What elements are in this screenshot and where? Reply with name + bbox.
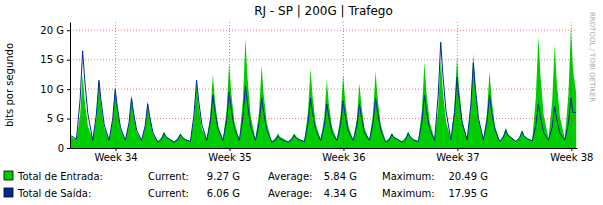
grid-line-y (70, 59, 577, 60)
y-tick-mark (67, 60, 70, 61)
y-axis-line (70, 23, 71, 149)
legend-stat-name: Maximum: (382, 188, 435, 199)
grid-line-y (70, 118, 577, 119)
line-series (70, 42, 576, 142)
grid-line-y (70, 148, 577, 149)
x-tick-mark (116, 148, 117, 151)
y-tick-mark (67, 30, 70, 31)
chart: 05 G10 G15 G20 GWeek 34Week 35Week 36Wee… (0, 0, 603, 205)
y-tick-label: 10 G (40, 84, 64, 95)
y-tick: 15 G (40, 54, 70, 65)
x-tick: Week 35 (208, 148, 251, 163)
legend-stat-name: Current: (148, 188, 189, 199)
x-tick-mark (343, 148, 344, 151)
legend-stat-value: 17.95 G (448, 188, 488, 199)
y-axis: 0 5 G 10 G 15 G 20 G (40, 23, 70, 154)
x-tick: Week 38 (550, 148, 593, 163)
legend-swatch (4, 171, 13, 180)
y-tick: 10 G (40, 84, 70, 95)
y-tick-label: 0 (58, 143, 64, 154)
grid-line-x (229, 22, 230, 148)
grid-line-x (457, 22, 458, 148)
y-tick-label: 20 G (40, 25, 64, 36)
legend-stat-name: Average: (268, 188, 312, 199)
grid-line-x (343, 22, 344, 148)
legend-stat-value: 4.34 G (324, 188, 357, 199)
y-tick: 5 G (47, 113, 70, 124)
x-axis-line (71, 148, 578, 149)
y-tick-mark (67, 89, 70, 90)
title: RJ - SP | 200G | Trafego (254, 4, 393, 18)
legend-stat-name: Maximum: (382, 171, 435, 182)
grid-line-x (571, 22, 572, 148)
y-tick-mark (67, 148, 70, 149)
legend-item: Total de Entrada: Current: 9.27 G Average: 5… (4, 171, 488, 182)
y-tick: 20 G (40, 25, 70, 36)
legend-stat-name: Current: (148, 171, 189, 182)
plot-area (70, 27, 576, 148)
legend-item: Total de Saída: Current: 6.06 G Average: 4.3… (4, 188, 488, 199)
x-axis: Week 34 Week 35 Week 36 Week 37 Week 38 (71, 148, 594, 163)
x-tick-label: Week 37 (436, 152, 479, 163)
legend-stat-value: 6.06 G (207, 188, 240, 199)
y-tick-label: 5 G (47, 113, 64, 124)
y-axis-title: bits por segundo (4, 43, 15, 127)
grid-line-y (70, 30, 577, 31)
legend-stat-value: 20.49 G (448, 171, 488, 182)
y-tick-mark (67, 119, 70, 120)
plot-background (70, 22, 577, 148)
x-tick-label: Week 34 (94, 152, 137, 163)
legend-stat-name: Average: (268, 171, 312, 182)
legend: Total de Entrada: Current: 9.27 G Average: 5… (4, 171, 488, 199)
x-tick-mark (571, 148, 572, 151)
x-tick: Week 34 (94, 148, 137, 163)
grid (70, 22, 577, 148)
x-tick-mark (230, 148, 231, 151)
x-tick: Week 37 (436, 148, 479, 163)
x-tick-label: Week 38 (550, 152, 593, 163)
legend-label: Total de Saída: (17, 188, 91, 199)
legend-label: Total de Entrada: (17, 171, 103, 182)
legend-swatch (4, 188, 13, 197)
area-series (70, 27, 576, 148)
legend-stat-value: 5.84 G (324, 171, 357, 182)
x-tick-label: Week 35 (208, 152, 251, 163)
grid-line-x (115, 22, 116, 148)
y-tick: 0 (58, 143, 70, 154)
x-tick: Week 36 (322, 148, 365, 163)
grid-line-y (70, 89, 577, 90)
legend-stat-value: 9.27 G (207, 171, 240, 182)
y-tick-label: 15 G (40, 54, 64, 65)
annotation: RRDTOOL / TOBI OETIKER (588, 12, 596, 102)
x-tick-mark (457, 148, 458, 151)
x-tick-label: Week 36 (322, 152, 365, 163)
